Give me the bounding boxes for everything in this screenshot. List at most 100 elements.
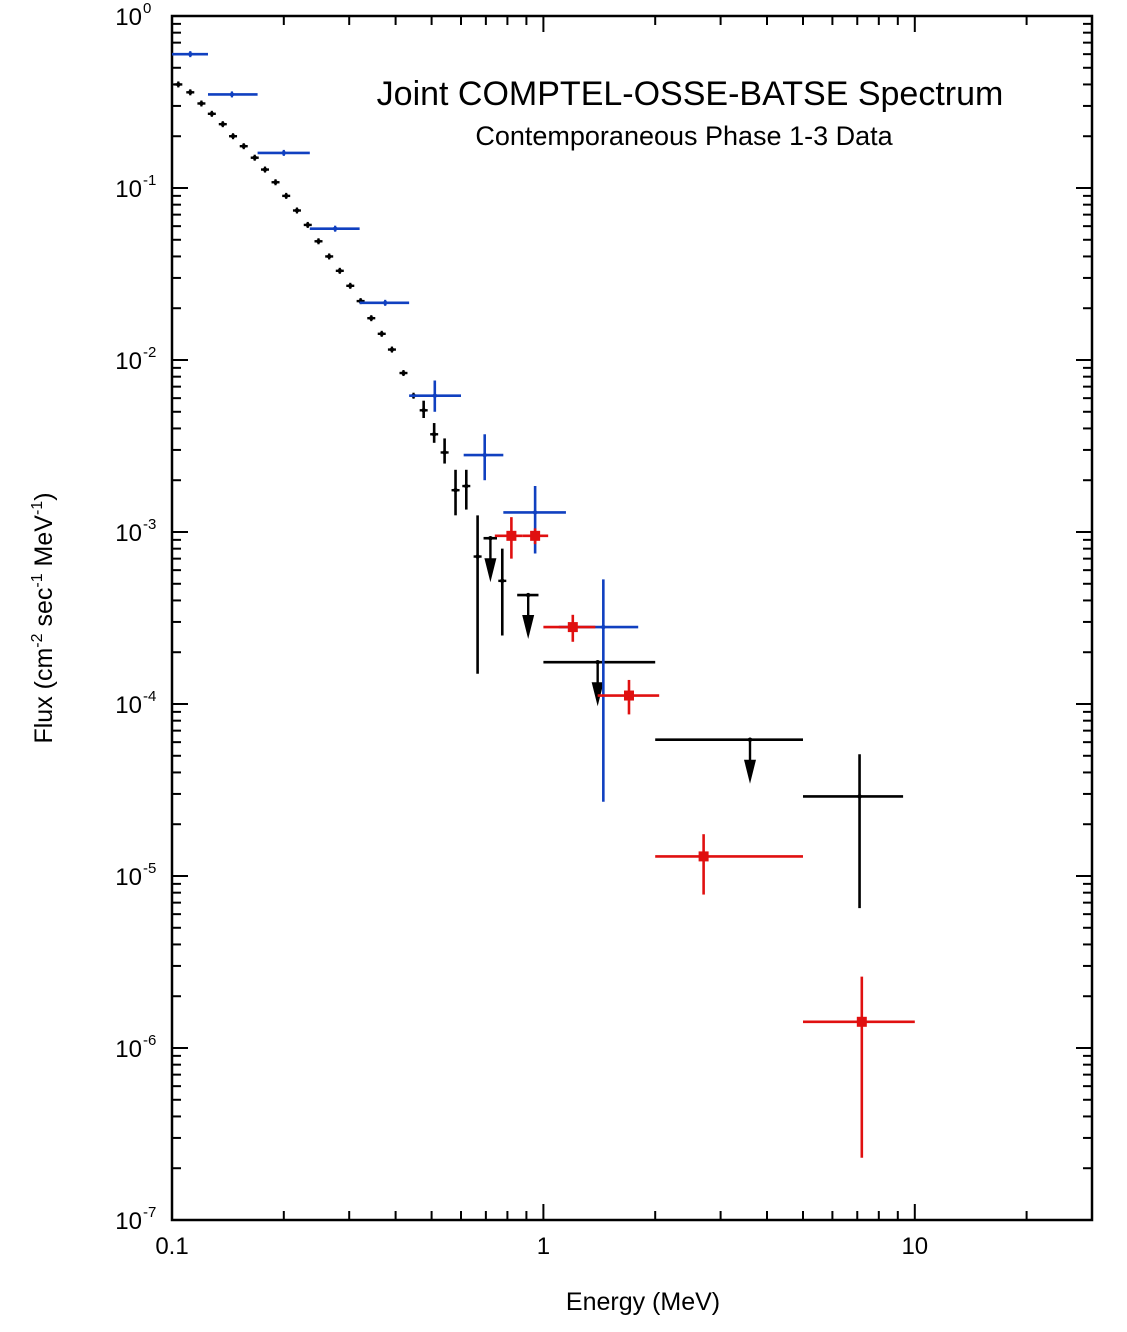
data-point — [218, 121, 227, 128]
data-point — [543, 659, 656, 707]
upper-limit-arrow — [484, 558, 497, 583]
data-marker — [294, 208, 300, 213]
y-tick-label: 10 — [115, 176, 142, 203]
y-axis-title-part: sec — [30, 588, 58, 634]
data-marker — [188, 90, 193, 95]
y-tick-label-exponent: -1 — [143, 172, 156, 189]
data-point — [597, 679, 660, 715]
data-marker — [595, 659, 600, 665]
y-tick-label: 10 — [115, 1036, 142, 1063]
data-marker — [500, 578, 505, 584]
y-tick-label-exponent: -5 — [143, 860, 156, 877]
data-marker — [623, 690, 634, 701]
data-marker — [856, 1016, 867, 1027]
data-marker — [442, 450, 447, 455]
data-marker — [389, 347, 395, 352]
data-series — [172, 51, 915, 1158]
data-point — [543, 614, 596, 642]
x-tick-label: 0.1 — [155, 1233, 188, 1260]
data-point — [250, 154, 259, 161]
data-point — [463, 434, 504, 481]
data-marker — [530, 530, 541, 541]
data-marker — [209, 111, 215, 117]
data-point — [239, 143, 248, 150]
data-point — [462, 469, 471, 510]
data-point — [399, 370, 408, 377]
plot-frame — [170, 14, 1094, 1222]
x-axis-title: Energy (MeV) — [566, 1288, 720, 1316]
data-marker — [229, 92, 235, 97]
data-point — [655, 834, 803, 895]
data-point — [197, 100, 206, 107]
data-point — [451, 469, 460, 516]
data-marker — [337, 268, 342, 274]
data-point — [802, 754, 904, 909]
data-marker — [241, 143, 246, 149]
data-marker — [252, 155, 257, 160]
data-marker — [857, 794, 862, 799]
data-point — [419, 400, 428, 419]
data-point — [292, 207, 301, 214]
chart-title: Joint COMPTEL-OSSE-BATSE Spectrum — [377, 75, 1004, 113]
y-tick-label: 10 — [115, 520, 142, 547]
y-tick-label-exponent: -4 — [143, 688, 156, 705]
data-marker — [369, 315, 374, 321]
data-marker — [230, 134, 236, 139]
data-point — [522, 528, 549, 545]
data-point — [174, 81, 183, 88]
data-marker — [176, 82, 181, 87]
data-marker — [482, 452, 487, 458]
data-point — [377, 330, 386, 337]
y-axis-title-part: ) — [30, 492, 58, 500]
y-tick-label: 10 — [115, 864, 142, 891]
y-tick-label: 10 — [115, 348, 142, 375]
data-point — [517, 592, 539, 640]
data-marker — [220, 121, 225, 127]
data-point — [261, 166, 270, 173]
y-tick-label-exponent: -7 — [143, 1204, 156, 1221]
data-point — [303, 221, 312, 228]
y-axis-title-part: MeV — [30, 515, 58, 574]
data-point — [440, 438, 449, 464]
data-marker — [401, 370, 406, 376]
data-marker — [382, 300, 388, 306]
data-marker — [348, 283, 353, 289]
axis-ticks — [171, 15, 1093, 1221]
data-point — [314, 238, 323, 245]
data-point — [346, 282, 355, 289]
data-point — [257, 149, 310, 156]
y-tick-label-exponent: -2 — [143, 344, 156, 361]
data-marker — [379, 331, 384, 337]
data-marker — [262, 167, 268, 172]
data-point — [494, 517, 523, 559]
y-tick-label: 10 — [115, 1208, 142, 1235]
upper-limit-arrow — [522, 615, 535, 640]
y-axis-title: Flux (cm-2 sec-1 MeV-1) — [29, 492, 58, 743]
data-point — [172, 51, 208, 58]
x-tick-label: 1 — [537, 1233, 550, 1260]
upper-limit-arrow — [744, 759, 757, 784]
data-marker — [525, 592, 531, 598]
y-axis-title-exp: -1 — [29, 501, 46, 515]
data-marker — [188, 51, 193, 57]
y-axis-title-exp: -1 — [29, 573, 46, 587]
chart-subtitle: Contemporaneous Phase 1-3 Data — [475, 121, 893, 151]
data-marker — [284, 193, 289, 199]
data-marker — [567, 622, 578, 633]
x-tick-label: 10 — [901, 1233, 928, 1260]
data-point — [335, 267, 344, 274]
data-marker — [273, 180, 278, 185]
data-point — [271, 179, 280, 186]
y-tick-label: 10 — [115, 4, 142, 31]
y-tick-label: 10 — [115, 692, 142, 719]
data-marker — [326, 254, 332, 259]
data-point — [409, 380, 462, 412]
y-tick-label-exponent: -3 — [143, 516, 156, 533]
data-point — [802, 976, 915, 1158]
data-marker — [432, 393, 437, 398]
data-marker — [332, 226, 338, 231]
data-point — [309, 225, 360, 232]
data-point — [498, 548, 507, 636]
data-marker — [316, 239, 321, 244]
